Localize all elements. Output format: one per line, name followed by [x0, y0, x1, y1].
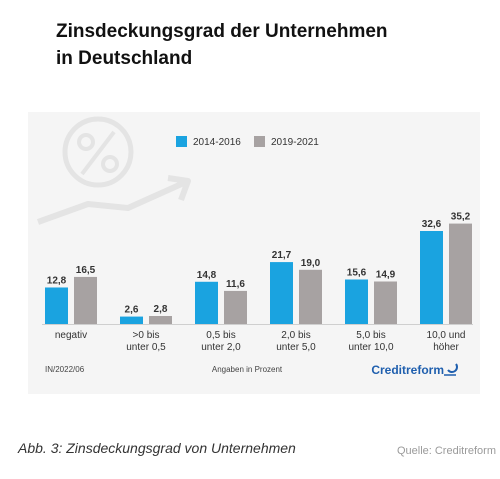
bar-value-label: 11,6: [226, 279, 245, 290]
category-label: 10,0 und: [427, 330, 466, 341]
watermark-arrow-head: [167, 175, 191, 202]
bar-value-label: 32,6: [422, 219, 442, 230]
bar-2014-2016-4: [345, 279, 368, 324]
category-label: höher: [433, 342, 459, 353]
bar-value-label: 14,8: [197, 270, 217, 281]
category-label: unter 5,0: [276, 342, 316, 353]
watermark-circle: [62, 116, 134, 188]
bar-2014-2016-2: [195, 281, 218, 324]
legend-label-2: 2019-2021: [271, 137, 319, 148]
bar-value-label: 2,6: [125, 305, 139, 316]
bar-2014-2016-1: [120, 316, 143, 324]
bar-2014-2016-5: [420, 231, 443, 324]
category-label: 0,5 bis: [206, 330, 235, 341]
bar-2019-2021-4: [374, 281, 397, 324]
source-note: Quelle: Creditreform: [396, 445, 496, 457]
creditreform-wordmark: Creditreform: [371, 363, 444, 377]
chart-title: Zinsdeckungsgrad der Unternehmen in Deut…: [56, 18, 456, 72]
watermark-percent-dot: [101, 155, 119, 173]
bar-chart: 12,8 16,5 2,6 2,8 14,8 11,6 21,7 19,0 15,6 14,9 32…: [36, 116, 473, 377]
creditreform-mark-icon: [447, 363, 458, 373]
bar-2014-2016-3: [270, 262, 293, 324]
bar-value-label: 2,8: [154, 304, 168, 315]
figure-caption: Abb. 3: Zinsdeckungsgrad von Unternehmen: [18, 440, 296, 456]
bar-value-label: 15,6: [347, 267, 367, 278]
watermark-percent-slash: [80, 130, 116, 176]
bar-2019-2021-5: [449, 223, 472, 324]
bar-2019-2021-1: [149, 316, 172, 324]
category-label: >0 bis: [133, 330, 160, 341]
legend-label-1: 2014-2016: [193, 137, 241, 148]
bar-value-label: 12,8: [47, 275, 67, 286]
category-label: unter 10,0: [348, 342, 393, 353]
bar-value-label: 35,2: [451, 212, 471, 223]
category-label: 5,0 bis: [356, 330, 385, 341]
bar-value-label: 21,7: [272, 250, 292, 261]
bar-value-label: 14,9: [376, 269, 396, 280]
bar-2019-2021-3: [299, 269, 322, 324]
chart-legend: 2014-2016 2019-2021: [176, 136, 319, 148]
bar-value-label: 16,5: [76, 265, 96, 276]
watermark-rising-line: [36, 179, 188, 225]
creditreform-logo: Creditreform: [371, 363, 458, 377]
bar-2019-2021-2: [224, 290, 247, 324]
watermark-percent-dot: [77, 133, 95, 151]
category-label: unter 2,0: [201, 342, 241, 353]
category-label: 2,0 bis: [281, 330, 310, 341]
bar-group: 12,8 16,5 2,6 2,8 14,8 11,6 21,7 19,0 15,6 14,9 32…: [45, 212, 472, 324]
category-label: negativ: [55, 330, 87, 341]
chart-footer-unit: Angaben in Prozent: [212, 365, 283, 374]
chart-title-line-2: in Deutschland: [56, 48, 193, 69]
chart-panel: 12,8 16,5 2,6 2,8 14,8 11,6 21,7 19,0 15,6 14,9 32…: [28, 112, 480, 394]
legend-swatch-2: [254, 136, 265, 147]
bar-value-label: 19,0: [301, 258, 321, 269]
legend-swatch-1: [176, 136, 187, 147]
chart-footer-code: IN/2022/06: [45, 365, 85, 374]
bar-2019-2021-0: [74, 276, 97, 324]
percent-growth-watermark-icon: [36, 116, 191, 225]
bar-2014-2016-0: [45, 287, 68, 324]
category-label: unter 0,5: [126, 342, 166, 353]
chart-title-line-1: Zinsdeckungsgrad der Unternehmen: [56, 21, 388, 42]
